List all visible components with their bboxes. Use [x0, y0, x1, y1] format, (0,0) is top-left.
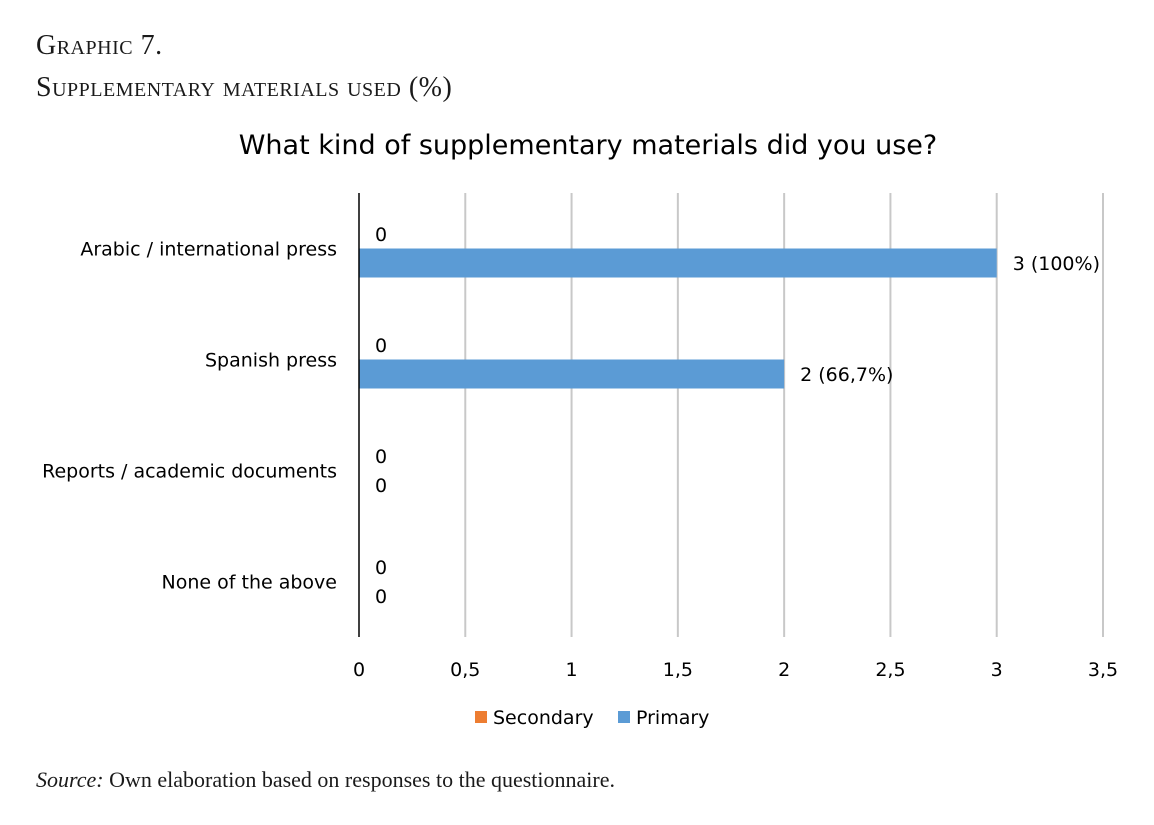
- x-tick-label: 1: [566, 659, 578, 681]
- data-label-primary: 3 (100%): [1013, 253, 1100, 275]
- x-tick-label: 1,5: [663, 659, 693, 681]
- x-tick-label: 3: [991, 659, 1003, 681]
- source-note: Source: Own elaboration based on respons…: [36, 767, 615, 793]
- legend: Secondary Primary: [475, 707, 709, 729]
- x-axis-tick-labels: 0 0,5 1 1,5 2 2,5 3 3,5: [353, 659, 1118, 681]
- source-text: Own elaboration based on responses to th…: [103, 767, 615, 792]
- data-label-secondary: 0: [375, 446, 387, 468]
- y-axis-category-labels: Arabic / international press Spanish pres…: [42, 239, 337, 594]
- data-label-secondary: 0: [375, 335, 387, 357]
- category-label: None of the above: [162, 572, 337, 594]
- data-label-secondary: 0: [375, 557, 387, 579]
- x-tick-label: 3,5: [1088, 659, 1118, 681]
- category-label: Reports / academic documents: [42, 461, 337, 483]
- bar-chart: What kind of supplementary materials did…: [42, 130, 1118, 729]
- x-tick-label: 2: [778, 659, 790, 681]
- x-tick-label: 0: [353, 659, 365, 681]
- bars: [359, 248, 997, 389]
- data-label-primary: 0: [375, 475, 387, 497]
- legend-label: Primary: [636, 707, 709, 729]
- legend-label: Secondary: [493, 707, 594, 729]
- category-label: Spanish press: [205, 350, 337, 372]
- data-label-secondary: 0: [375, 224, 387, 246]
- bar-primary: [359, 248, 997, 278]
- legend-swatch: [475, 711, 487, 723]
- chart-title: What kind of supplementary materials did…: [239, 130, 938, 161]
- data-labels: 0 3 (100%) 0 2 (66,7%) 0 0 0 0: [375, 224, 1100, 608]
- x-tick-label: 2,5: [875, 659, 905, 681]
- data-label-primary: 2 (66,7%): [800, 364, 893, 386]
- figure-title: Supplementary materials used (%): [36, 72, 453, 103]
- legend-swatch: [618, 711, 630, 723]
- x-tick-label: 0,5: [450, 659, 480, 681]
- bar-primary: [359, 359, 785, 389]
- figure-number: Graphic 7.: [36, 30, 163, 61]
- data-label-primary: 0: [375, 586, 387, 608]
- source-label: Source:: [36, 767, 104, 792]
- category-label: Arabic / international press: [80, 239, 337, 261]
